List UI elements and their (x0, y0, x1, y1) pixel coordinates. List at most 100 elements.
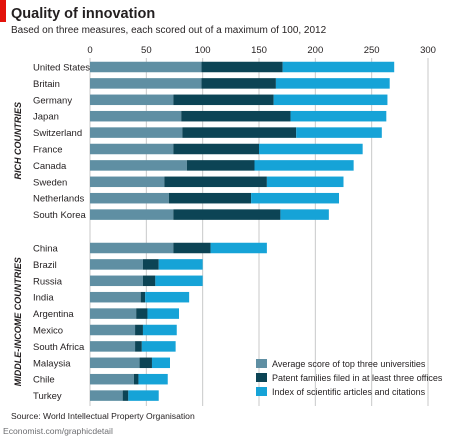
category-label: Canada (33, 161, 67, 172)
bar-segment (135, 341, 142, 352)
x-tick-label: 200 (307, 45, 323, 56)
bar-segment (259, 143, 363, 155)
category-label: Malaysia (33, 358, 71, 369)
category-label: Sweden (33, 177, 67, 188)
bar-segment (90, 275, 143, 287)
category-label: Britain (33, 79, 60, 90)
bar-segment (168, 192, 252, 204)
bar-segment (90, 390, 123, 401)
legend-swatch (256, 359, 267, 368)
category-label: China (33, 244, 59, 255)
legend-swatch (256, 387, 267, 396)
bar-segment (273, 94, 388, 106)
bar-segment (90, 324, 136, 336)
bar-segment (90, 160, 187, 171)
brand-mark (0, 0, 6, 22)
bar-segment (90, 242, 174, 254)
bar-segment (138, 373, 168, 385)
category-label: Netherlands (33, 194, 84, 205)
bar-segment (90, 127, 183, 138)
group-label: RICH COUNTRIES (13, 102, 23, 180)
bar-segment (266, 176, 344, 188)
category-label: Mexico (33, 326, 63, 337)
bar-segment (90, 373, 134, 385)
bar-segment (122, 390, 129, 401)
bar-segment (147, 308, 180, 319)
bar-segment (133, 373, 139, 385)
bar-segment (139, 357, 152, 369)
category-label: Chile (33, 375, 55, 386)
bar-segment (182, 127, 297, 138)
bar-segment (135, 324, 143, 336)
bar-segment (90, 94, 174, 106)
bar-segment (275, 78, 390, 89)
bar-segment (186, 160, 255, 171)
x-tick-label: 300 (420, 45, 436, 56)
bar-segment (173, 94, 274, 106)
bar-segment (90, 341, 136, 352)
bar-segment (155, 275, 203, 287)
bar-segment (173, 242, 211, 254)
category-label: Brazil (33, 260, 57, 271)
bar-segment (90, 291, 141, 303)
legend-label: Patent families filed in at least three … (272, 373, 443, 383)
chart-subtitle: Based on three measures, each scored out… (11, 25, 327, 36)
bar-segment (254, 160, 354, 171)
bar-segment (90, 61, 202, 73)
legend-label: Index of scientific articles and citatio… (272, 387, 426, 397)
bar-segment (90, 259, 143, 270)
bar-segment (142, 259, 159, 270)
bar-segment (282, 61, 395, 73)
bar-segment (136, 308, 148, 319)
legend-label: Average score of top three universities (272, 359, 426, 369)
category-label: South Korea (33, 210, 87, 221)
bar-segment (140, 291, 146, 303)
chart-title: Quality of innovation (11, 6, 156, 22)
bar-segment (181, 110, 291, 122)
x-tick-label: 150 (251, 45, 267, 56)
bar-segment (142, 275, 156, 287)
x-tick-label: 100 (195, 45, 211, 56)
bar-segment (296, 127, 382, 138)
bar-segment (90, 78, 202, 89)
bar-segment (201, 78, 276, 89)
category-label: United States (33, 63, 90, 74)
bar-segment (280, 209, 329, 220)
bar-segment (90, 110, 182, 122)
bar-segment (141, 341, 176, 352)
bar-segment (201, 61, 283, 73)
x-tick-label: 0 (87, 45, 92, 56)
category-label: Argentina (33, 309, 74, 320)
footer-credit: Economist.com/graphicdetail (3, 426, 113, 436)
bar-segment (173, 143, 259, 155)
bar-segment (90, 357, 140, 369)
category-label: France (33, 145, 63, 156)
bar-segment (90, 209, 174, 220)
bar-segment (145, 291, 190, 303)
category-label: Turkey (33, 391, 62, 402)
bar-segment (173, 209, 281, 220)
legend-swatch (256, 373, 267, 382)
group-label: MIDDLE-INCOME COUNTRIES (13, 257, 23, 386)
x-tick-label: 250 (364, 45, 380, 56)
bar-segment (90, 192, 169, 204)
bar-segment (164, 176, 267, 188)
bar-segment (90, 308, 137, 319)
source-note: Source: World Intellectual Property Orga… (11, 411, 195, 421)
category-label: Germany (33, 95, 72, 106)
bar-segment (90, 143, 174, 155)
bar-segment (142, 324, 177, 336)
bar-segment (151, 357, 170, 369)
x-tick-label: 50 (141, 45, 152, 56)
bar-segment (158, 259, 203, 270)
bar-segment (128, 390, 159, 401)
bar-segment (290, 110, 387, 122)
category-label: Switzerland (33, 128, 82, 139)
bar-segment (251, 192, 339, 204)
bar-segment (90, 176, 165, 188)
category-label: India (33, 293, 54, 304)
category-label: Japan (33, 112, 59, 123)
category-label: South Africa (33, 342, 85, 353)
bar-segment (210, 242, 267, 254)
